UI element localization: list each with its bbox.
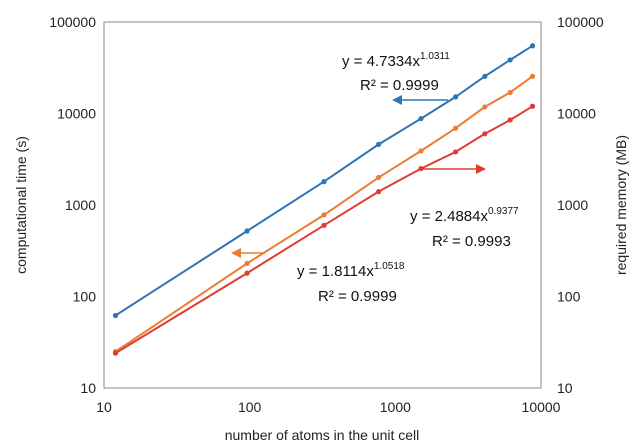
y-tick-label: 100000: [49, 14, 96, 30]
data-point: [244, 261, 249, 266]
series-line-3: [116, 106, 533, 353]
x-axis-label: number of atoms in the unit cell: [225, 427, 420, 443]
y2-tick-label: 10: [557, 380, 573, 396]
data-point: [482, 74, 487, 79]
data-point: [418, 148, 423, 153]
y-tick-label: 1000: [65, 197, 96, 213]
arrow-head-icon: [392, 95, 402, 105]
y-tick-label: 100: [73, 289, 97, 305]
data-point: [530, 43, 535, 48]
y2-tick-label: 10000: [557, 106, 596, 122]
plot-area: [104, 22, 541, 388]
data-point: [244, 271, 249, 276]
x-tick-label: 100: [238, 399, 262, 415]
fit-equation: y = 1.8114x1.0518: [297, 261, 405, 280]
fit-equation: y = 4.7334x1.0311: [342, 51, 450, 70]
data-point: [113, 313, 118, 318]
arrow-head-icon: [476, 164, 486, 174]
fit-equation: y = 2.4884x0.9377: [410, 206, 519, 225]
x-tick-label: 10: [96, 399, 112, 415]
y2-tick-label: 100000: [557, 14, 604, 30]
data-point: [508, 117, 513, 122]
series-group: [113, 43, 535, 356]
data-point: [376, 142, 381, 147]
x-tick-label: 1000: [380, 399, 411, 415]
r-squared-label: R² = 0.9999: [360, 77, 439, 94]
y2-axis-label: required memory (MB): [613, 135, 629, 275]
data-point: [321, 212, 326, 217]
data-point: [508, 57, 513, 62]
y2-tick-label: 100: [557, 289, 581, 305]
data-point: [482, 104, 487, 109]
data-point: [376, 189, 381, 194]
data-point: [244, 228, 249, 233]
y-tick-label: 10000: [57, 106, 96, 122]
data-point: [453, 149, 458, 154]
r-squared-label: R² = 0.9999: [318, 288, 397, 305]
data-point: [321, 179, 326, 184]
data-point: [113, 351, 118, 356]
data-point: [508, 90, 513, 95]
y-axis-label: computational time (s): [13, 136, 29, 274]
arrow-head-icon: [231, 248, 241, 258]
data-point: [453, 126, 458, 131]
y2-tick-label: 1000: [557, 197, 588, 213]
data-point: [321, 223, 326, 228]
data-point: [530, 74, 535, 79]
y-tick-label: 10: [80, 380, 96, 396]
x-tick-label: 10000: [522, 399, 561, 415]
data-point: [482, 131, 487, 136]
annotation-group: y = 4.7334x1.0311 R² = 0.9999 y = 1.8114x1…: [231, 51, 519, 305]
r-squared-label: R² = 0.9993: [432, 233, 511, 250]
data-point: [418, 116, 423, 121]
data-point: [453, 94, 458, 99]
data-point: [376, 175, 381, 180]
data-point: [530, 104, 535, 109]
